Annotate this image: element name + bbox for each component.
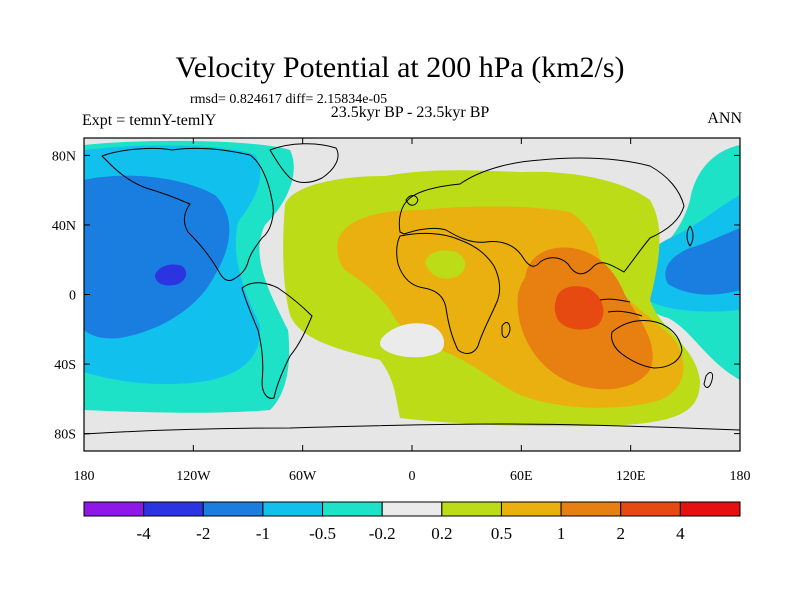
lat-tick-label: 80N [52,149,76,164]
colorbar [83,501,741,517]
coast-indonesia [599,298,643,317]
coast-north-america [101,147,274,281]
colorbar-label: -4 [137,524,152,543]
colorbar-label: -2 [196,524,210,543]
colorbar-label: 0.5 [491,524,512,543]
lon-tick-label: 120E [616,469,646,484]
coast-uk [405,195,419,206]
contour-westpacific-strong [665,228,740,295]
contour-pacific-core [155,264,187,286]
lat-tick-label: 80S [54,428,76,443]
lon-tick-label: 120W [176,469,211,484]
neutral-atlantic-patch [380,323,445,358]
lat-tick-label: 40S [54,358,76,373]
coast-australia [611,319,683,369]
colorbar-swatch [620,501,681,517]
colorbar-swatch [83,501,145,517]
period-text: 23.5kyr BP - 23.5kyr BP [330,104,490,121]
colorbar-label: 2 [616,524,625,543]
colorbar-swatch [381,501,443,517]
coast-newzealand [703,372,713,388]
neutral-northafrica-patch [425,250,466,279]
colorbar-swatch [143,501,204,517]
colorbar-labels: -4 -2 -1 -0.5 -0.2 0.2 0.5 1 2 4 [137,524,686,543]
contour-positive-core [554,286,604,330]
lat-tick-label: 40N [52,219,76,234]
colorbar-label: -0.2 [369,524,396,543]
coast-japan [686,225,694,247]
contour-pacific-strong [84,175,230,339]
stats-text: rmsd= 0.824617 diff= 2.15834e-05 [190,92,388,107]
colorbar-swatch [262,501,324,517]
lon-tick-label: 180 [730,469,751,484]
colorbar-label: 0.2 [431,524,452,543]
coast-africa [396,232,501,354]
coast-eurasia [398,157,685,275]
colorbar-swatch [322,501,383,517]
colorbar-label: -0.5 [309,524,336,543]
colorbar-swatch [441,501,502,517]
season-label: ANN [707,110,742,127]
coastlines [84,143,740,435]
coast-madagascar [501,322,511,338]
lon-tick-label: 60W [289,469,317,484]
coast-greenland [269,143,339,183]
colorbar-label: -1 [256,524,270,543]
coast-antarctica [84,423,740,435]
colorbar-swatch [500,501,562,517]
colorbar-label: 1 [557,524,566,543]
colorbar-swatch [202,501,264,517]
colorbar-swatch [679,501,741,517]
coast-south-america [241,282,313,399]
lon-tick-label: 0 [409,469,416,484]
lon-tick-label: 180 [74,469,95,484]
lat-tick-label: 0 [69,289,76,304]
colorbar-swatch [560,501,622,517]
lon-tick-label: 60E [510,469,533,484]
contour-layer [84,138,740,451]
chart-title: Velocity Potential at 200 hPa (km2/s) [175,51,625,84]
latitude-labels: 80N 40N 0 40S 80S [52,149,76,442]
axis-ticks [83,138,741,451]
longitude-labels: 180 120W 60W 0 60E 120E 180 [74,469,751,484]
colorbar-label: 4 [676,524,685,543]
experiment-label: Expt = temnY-temlY [82,112,217,129]
